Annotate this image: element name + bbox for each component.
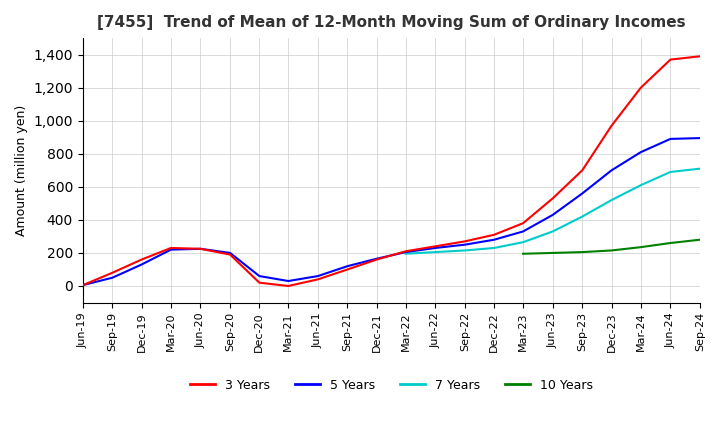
Legend: 3 Years, 5 Years, 7 Years, 10 Years: 3 Years, 5 Years, 7 Years, 10 Years — [185, 374, 598, 397]
Title: [7455]  Trend of Mean of 12-Month Moving Sum of Ordinary Incomes: [7455] Trend of Mean of 12-Month Moving … — [97, 15, 685, 30]
Y-axis label: Amount (million yen): Amount (million yen) — [15, 105, 28, 236]
